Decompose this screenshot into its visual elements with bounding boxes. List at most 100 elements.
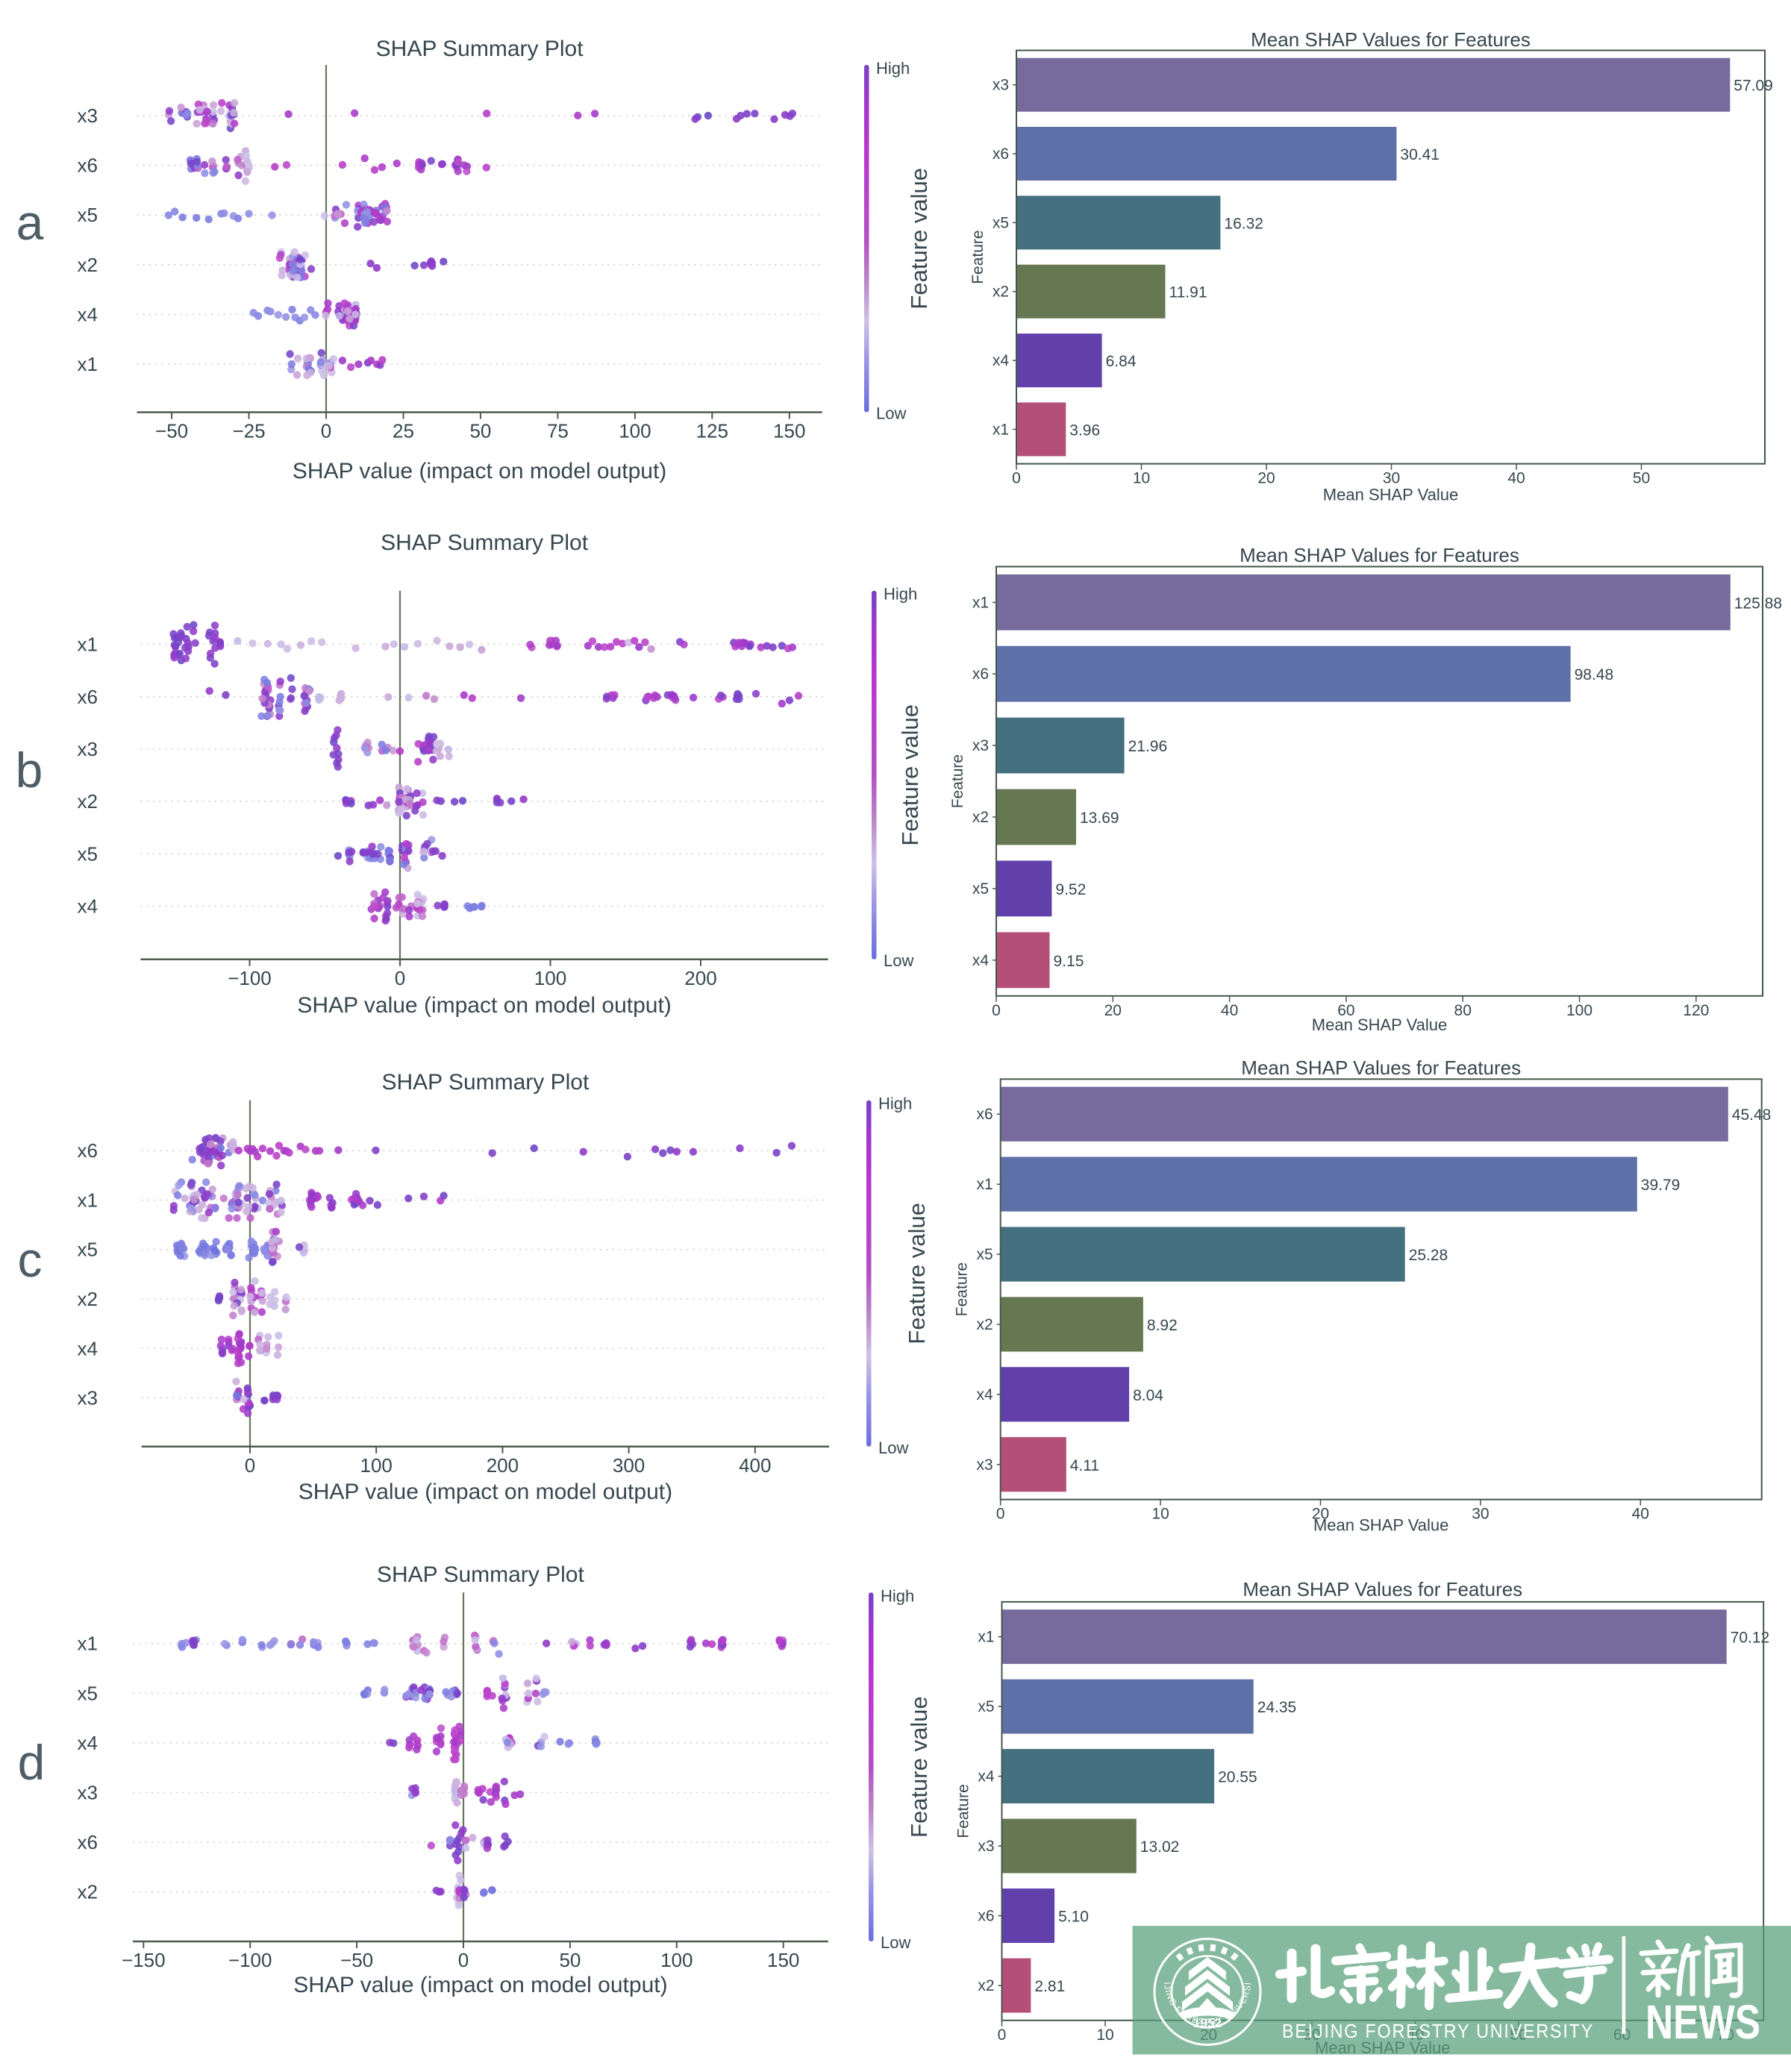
svg-text:x6: x6 bbox=[78, 1831, 98, 1853]
svg-text:x3: x3 bbox=[78, 738, 98, 760]
svg-text:8.92: 8.92 bbox=[1147, 1317, 1178, 1334]
svg-text:0: 0 bbox=[998, 2026, 1007, 2044]
svg-text:x1: x1 bbox=[977, 1176, 993, 1193]
svg-text:x4: x4 bbox=[78, 1732, 98, 1754]
svg-text:98.48: 98.48 bbox=[1575, 666, 1614, 683]
svg-text:150: 150 bbox=[767, 1949, 799, 1971]
svg-text:x1: x1 bbox=[78, 1633, 98, 1655]
svg-text:100: 100 bbox=[534, 967, 566, 989]
svg-text:Low: Low bbox=[881, 1933, 910, 1952]
svg-text:x6: x6 bbox=[78, 154, 98, 177]
svg-text:x4: x4 bbox=[993, 352, 1010, 369]
svg-text:21.96: 21.96 bbox=[1128, 738, 1168, 755]
svg-text:x5: x5 bbox=[972, 880, 989, 898]
svg-text:High: High bbox=[881, 1586, 914, 1605]
svg-text:Mean SHAP Value: Mean SHAP Value bbox=[1313, 1516, 1448, 1535]
svg-text:x1: x1 bbox=[972, 594, 989, 611]
svg-text:0: 0 bbox=[996, 1506, 1005, 1523]
svg-text:x5: x5 bbox=[978, 1698, 994, 1715]
svg-text:x4: x4 bbox=[977, 1386, 994, 1403]
svg-text:SHAP value (impact on model ou: SHAP value (impact on model output) bbox=[293, 1973, 667, 1997]
svg-text:−25: −25 bbox=[232, 420, 265, 442]
svg-text:11.91: 11.91 bbox=[1169, 284, 1207, 301]
svg-text:5.10: 5.10 bbox=[1058, 1909, 1089, 1926]
svg-text:x6: x6 bbox=[972, 666, 989, 683]
svg-text:−100: −100 bbox=[228, 1949, 272, 1971]
svg-text:x6: x6 bbox=[993, 145, 1009, 163]
svg-text:x1: x1 bbox=[78, 353, 98, 375]
svg-text:x3: x3 bbox=[78, 104, 98, 127]
svg-text:Mean SHAP Value: Mean SHAP Value bbox=[1312, 1015, 1447, 1034]
svg-text:Low: Low bbox=[884, 951, 913, 970]
svg-text:24.35: 24.35 bbox=[1257, 1699, 1297, 1716]
svg-text:50: 50 bbox=[559, 1949, 581, 1971]
svg-text:39.79: 39.79 bbox=[1641, 1177, 1681, 1194]
svg-text:x3: x3 bbox=[78, 1782, 98, 1804]
svg-text:400: 400 bbox=[739, 1454, 771, 1477]
svg-text:x2: x2 bbox=[993, 284, 1009, 301]
svg-text:x4: x4 bbox=[972, 952, 990, 969]
svg-text:45.48: 45.48 bbox=[1732, 1107, 1772, 1124]
svg-text:Feature value: Feature value bbox=[906, 1696, 932, 1838]
svg-text:50: 50 bbox=[469, 420, 491, 442]
svg-text:x4: x4 bbox=[78, 303, 98, 325]
svg-text:x1: x1 bbox=[993, 421, 1009, 438]
svg-text:100: 100 bbox=[360, 1454, 393, 1477]
svg-text:x6: x6 bbox=[78, 686, 98, 708]
svg-text:8.04: 8.04 bbox=[1133, 1387, 1163, 1404]
svg-text:Low: Low bbox=[876, 404, 906, 423]
svg-text:100: 100 bbox=[1566, 1002, 1592, 1019]
svg-text:0: 0 bbox=[395, 967, 405, 989]
svg-text:60: 60 bbox=[1337, 1002, 1354, 1019]
svg-text:200: 200 bbox=[487, 1454, 519, 1477]
svg-text:b: b bbox=[16, 742, 43, 798]
svg-text:SHAP value (impact on model ou: SHAP value (impact on model output) bbox=[298, 1480, 672, 1504]
svg-text:c: c bbox=[18, 1232, 43, 1287]
svg-text:0: 0 bbox=[245, 1454, 255, 1477]
svg-text:−150: −150 bbox=[122, 1949, 166, 1971]
svg-text:SHAP Summary Plot: SHAP Summary Plot bbox=[376, 37, 584, 61]
svg-text:d: d bbox=[18, 1735, 46, 1790]
svg-text:x4: x4 bbox=[78, 1337, 98, 1359]
svg-text:20: 20 bbox=[1312, 1506, 1329, 1523]
svg-text:x2: x2 bbox=[78, 254, 98, 276]
svg-text:13.69: 13.69 bbox=[1080, 810, 1119, 827]
svg-text:75: 75 bbox=[547, 420, 569, 442]
svg-text:x5: x5 bbox=[78, 204, 98, 226]
svg-text:3.96: 3.96 bbox=[1069, 422, 1100, 439]
svg-text:x5: x5 bbox=[78, 842, 98, 865]
svg-text:25.28: 25.28 bbox=[1409, 1247, 1448, 1264]
svg-text:Feature: Feature bbox=[969, 230, 987, 284]
svg-text:High: High bbox=[876, 59, 910, 78]
svg-text:125.88: 125.88 bbox=[1734, 595, 1782, 612]
svg-text:x3: x3 bbox=[972, 737, 989, 754]
svg-text:120: 120 bbox=[1683, 1002, 1709, 1019]
svg-text:10: 10 bbox=[1133, 470, 1150, 487]
svg-text:x6: x6 bbox=[78, 1139, 98, 1162]
svg-text:x4: x4 bbox=[978, 1768, 995, 1785]
svg-text:9.15: 9.15 bbox=[1054, 953, 1084, 970]
svg-text:−50: −50 bbox=[155, 420, 188, 442]
svg-text:150: 150 bbox=[773, 420, 805, 442]
svg-text:Feature: Feature bbox=[949, 754, 966, 808]
svg-text:0: 0 bbox=[992, 1002, 1001, 1019]
svg-text:200: 200 bbox=[684, 967, 716, 989]
svg-text:x2: x2 bbox=[972, 809, 989, 826]
svg-text:6.84: 6.84 bbox=[1106, 353, 1137, 370]
svg-text:20: 20 bbox=[1257, 470, 1275, 487]
svg-text:High: High bbox=[884, 585, 917, 604]
svg-text:57.09: 57.09 bbox=[1734, 78, 1773, 95]
svg-text:125: 125 bbox=[696, 420, 728, 442]
svg-text:a: a bbox=[16, 195, 44, 250]
svg-text:x1: x1 bbox=[78, 633, 98, 656]
svg-text:x1: x1 bbox=[78, 1189, 98, 1211]
svg-text:0: 0 bbox=[1012, 470, 1021, 487]
svg-text:Feature value: Feature value bbox=[904, 1203, 930, 1345]
svg-text:SHAP Summary Plot: SHAP Summary Plot bbox=[381, 1070, 590, 1095]
svg-text:0: 0 bbox=[458, 1949, 469, 1971]
svg-text:100: 100 bbox=[619, 420, 651, 442]
svg-text:x4: x4 bbox=[78, 895, 98, 918]
svg-text:x1: x1 bbox=[978, 1629, 994, 1646]
svg-text:−100: −100 bbox=[228, 967, 272, 989]
svg-text:x2: x2 bbox=[78, 790, 98, 813]
